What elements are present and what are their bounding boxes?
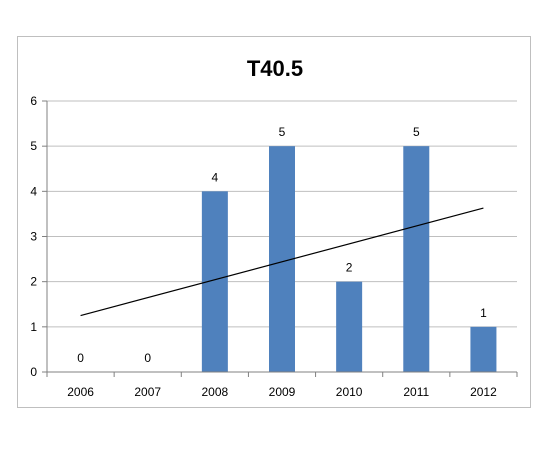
data-label-2009: 5	[279, 125, 286, 139]
x-tick-label: 2008	[202, 385, 229, 399]
x-tick-label: 2011	[403, 385, 429, 399]
y-tick-label: 3	[30, 230, 37, 244]
bars	[201, 146, 497, 372]
x-tick-label: 2009	[269, 385, 296, 399]
y-tick-label: 2	[30, 275, 37, 289]
y-tick-label: 1	[30, 320, 37, 334]
x-tick-label: 2007	[134, 385, 161, 399]
y-tick-label: 0	[30, 365, 37, 379]
data-label-2008: 4	[212, 170, 219, 184]
bar-2012	[470, 326, 497, 372]
data-label-2012: 1	[480, 306, 487, 320]
chart-title: T40.5	[247, 56, 303, 81]
y-tick-label: 5	[30, 139, 37, 153]
data-label-2010: 2	[346, 261, 353, 275]
bar-2010	[336, 281, 363, 372]
data-label-2007: 0	[144, 351, 151, 365]
x-tick-label: 2010	[336, 385, 363, 399]
x-tick-label: 2006	[67, 385, 94, 399]
data-label-2011: 5	[413, 125, 420, 139]
trendline-line	[80, 207, 484, 317]
x-tick-label: 2012	[470, 385, 497, 399]
trendline	[80, 207, 484, 317]
bar-2011	[403, 146, 430, 372]
y-tick-label: 4	[30, 184, 37, 198]
data-label-2006: 0	[77, 351, 84, 365]
data-labels: 0 0 4 5 2 5 1	[77, 125, 487, 365]
y-tick-label: 6	[30, 94, 37, 108]
